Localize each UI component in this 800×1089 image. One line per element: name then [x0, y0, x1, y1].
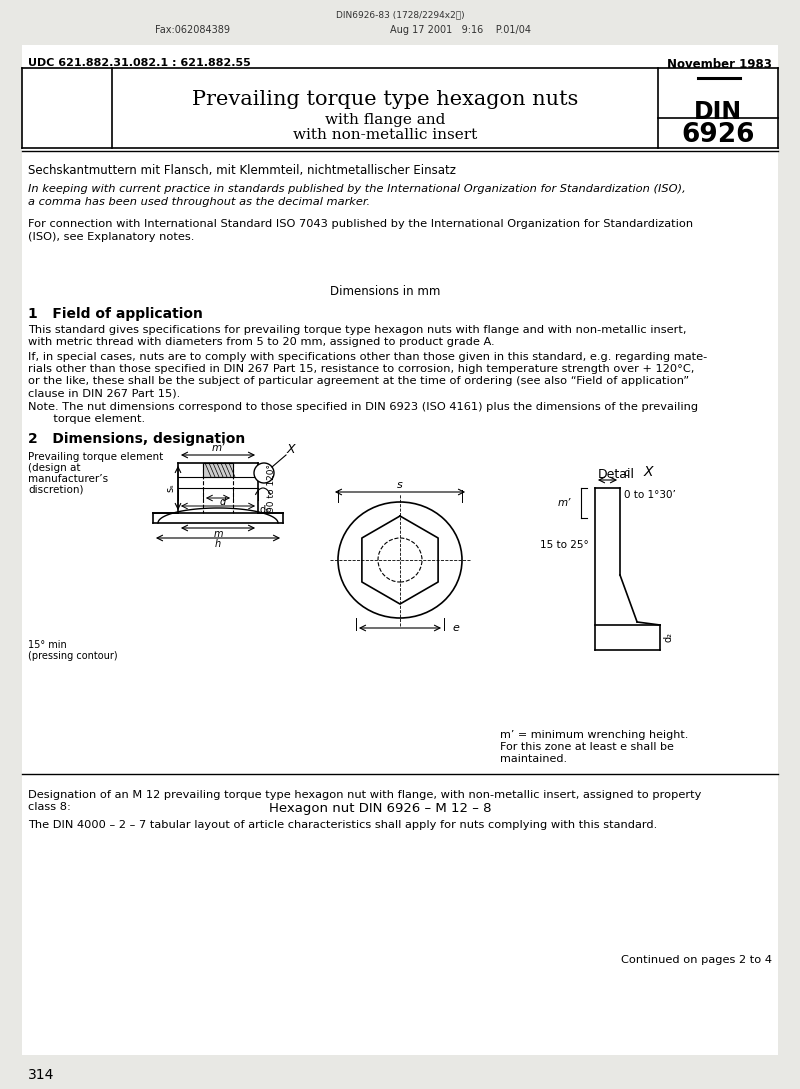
Text: 1   Field of application: 1 Field of application: [28, 307, 203, 321]
Text: Note. The nut dimensions correspond to those specified in DIN 6923 (ISO 4161) pl: Note. The nut dimensions correspond to t…: [28, 402, 698, 412]
Text: with metric thread with diameters from 5 to 20 mm, assigned to product grade A.: with metric thread with diameters from 5…: [28, 337, 494, 347]
Text: a comma has been used throughout as the decimal marker.: a comma has been used throughout as the …: [28, 197, 370, 207]
Circle shape: [254, 463, 274, 484]
Text: m’ = minimum wrenching height.: m’ = minimum wrenching height.: [500, 730, 688, 741]
Text: The DIN 4000 – 2 – 7 tabular layout of article characteristics shall apply for n: The DIN 4000 – 2 – 7 tabular layout of a…: [28, 820, 658, 830]
Text: UDC 621.882.31.082.1 : 621.882.55: UDC 621.882.31.082.1 : 621.882.55: [28, 58, 250, 68]
Text: discretion): discretion): [28, 485, 83, 495]
Text: m’: m’: [211, 443, 225, 453]
Text: sₛ: sₛ: [165, 484, 175, 492]
Text: Fax:062084389: Fax:062084389: [155, 25, 230, 35]
Text: h: h: [215, 539, 221, 549]
Text: For connection with International Standard ISO 7043 published by the Internation: For connection with International Standa…: [28, 219, 693, 229]
Text: d₂: d₂: [664, 633, 674, 643]
Text: DIN6926-83 (1728/2294x2件): DIN6926-83 (1728/2294x2件): [336, 10, 464, 19]
Text: Continued on pages 2 to 4: Continued on pages 2 to 4: [621, 955, 772, 965]
Text: e: e: [452, 623, 459, 633]
Text: 2   Dimensions, designation: 2 Dimensions, designation: [28, 432, 246, 446]
Text: d₂: d₂: [260, 505, 270, 515]
Text: X: X: [287, 443, 296, 456]
Text: Prevailing torque element: Prevailing torque element: [28, 452, 163, 462]
Text: For this zone at least e shall be: For this zone at least e shall be: [500, 742, 674, 752]
Text: m: m: [214, 529, 222, 539]
Text: 15° min: 15° min: [28, 640, 66, 650]
Text: DIN: DIN: [694, 100, 742, 124]
Text: maintained.: maintained.: [500, 754, 567, 764]
Text: with flange and: with flange and: [325, 113, 445, 127]
Bar: [203, 463, 233, 477]
Text: November 1983: November 1983: [667, 58, 772, 71]
Text: class 8:: class 8:: [28, 802, 71, 812]
Text: Designation of an M 12 prevailing torque type hexagon nut with flange, with non-: Designation of an M 12 prevailing torque…: [28, 790, 702, 800]
Text: rials other than those specified in DIN 267 Part 15, resistance to corrosion, hi: rials other than those specified in DIN …: [28, 364, 694, 374]
Text: If, in special cases, nuts are to comply with specifications other than those gi: If, in special cases, nuts are to comply…: [28, 352, 707, 362]
Text: Prevailing torque type hexagon nuts: Prevailing torque type hexagon nuts: [192, 90, 578, 109]
Text: Sechskantmuttern mit Flansch, mit Klemmteil, nichtmetallischer Einsatz: Sechskantmuttern mit Flansch, mit Klemmt…: [28, 164, 456, 178]
Text: (pressing contour): (pressing contour): [28, 651, 118, 661]
Text: (design at: (design at: [28, 463, 81, 473]
Text: s: s: [397, 480, 403, 490]
Text: (ISO), see Explanatory notes.: (ISO), see Explanatory notes.: [28, 232, 194, 242]
Text: In keeping with current practice in standards published by the International Org: In keeping with current practice in stan…: [28, 184, 686, 194]
Text: 6926: 6926: [682, 122, 754, 148]
Text: torque element.: torque element.: [28, 414, 145, 424]
Text: 90 to 120°: 90 to 120°: [267, 464, 277, 512]
Text: manufacturer’s: manufacturer’s: [28, 474, 108, 484]
Text: d: d: [220, 497, 226, 507]
Text: clause in DIN 267 Part 15).: clause in DIN 267 Part 15).: [28, 388, 180, 397]
Text: or the like, these shall be the subject of particular agreement at the time of o: or the like, these shall be the subject …: [28, 376, 689, 386]
Text: with non-metallic insert: with non-metallic insert: [293, 129, 477, 142]
Text: Detail: Detail: [598, 468, 635, 481]
Text: c: c: [624, 468, 630, 478]
Text: 314: 314: [28, 1068, 54, 1082]
Text: m’: m’: [558, 498, 571, 507]
Text: X: X: [644, 465, 654, 479]
Text: This standard gives specifications for prevailing torque type hexagon nuts with : This standard gives specifications for p…: [28, 325, 686, 335]
Text: Aug 17 2001   9:16    P.01/04: Aug 17 2001 9:16 P.01/04: [390, 25, 531, 35]
Text: 0 to 1°30’: 0 to 1°30’: [624, 490, 676, 500]
Text: Dimensions in mm: Dimensions in mm: [330, 285, 440, 298]
Text: Hexagon nut DIN 6926 – M 12 – 8: Hexagon nut DIN 6926 – M 12 – 8: [269, 802, 491, 815]
Ellipse shape: [338, 502, 462, 617]
Polygon shape: [362, 516, 438, 604]
Text: 15 to 25°: 15 to 25°: [540, 540, 589, 550]
